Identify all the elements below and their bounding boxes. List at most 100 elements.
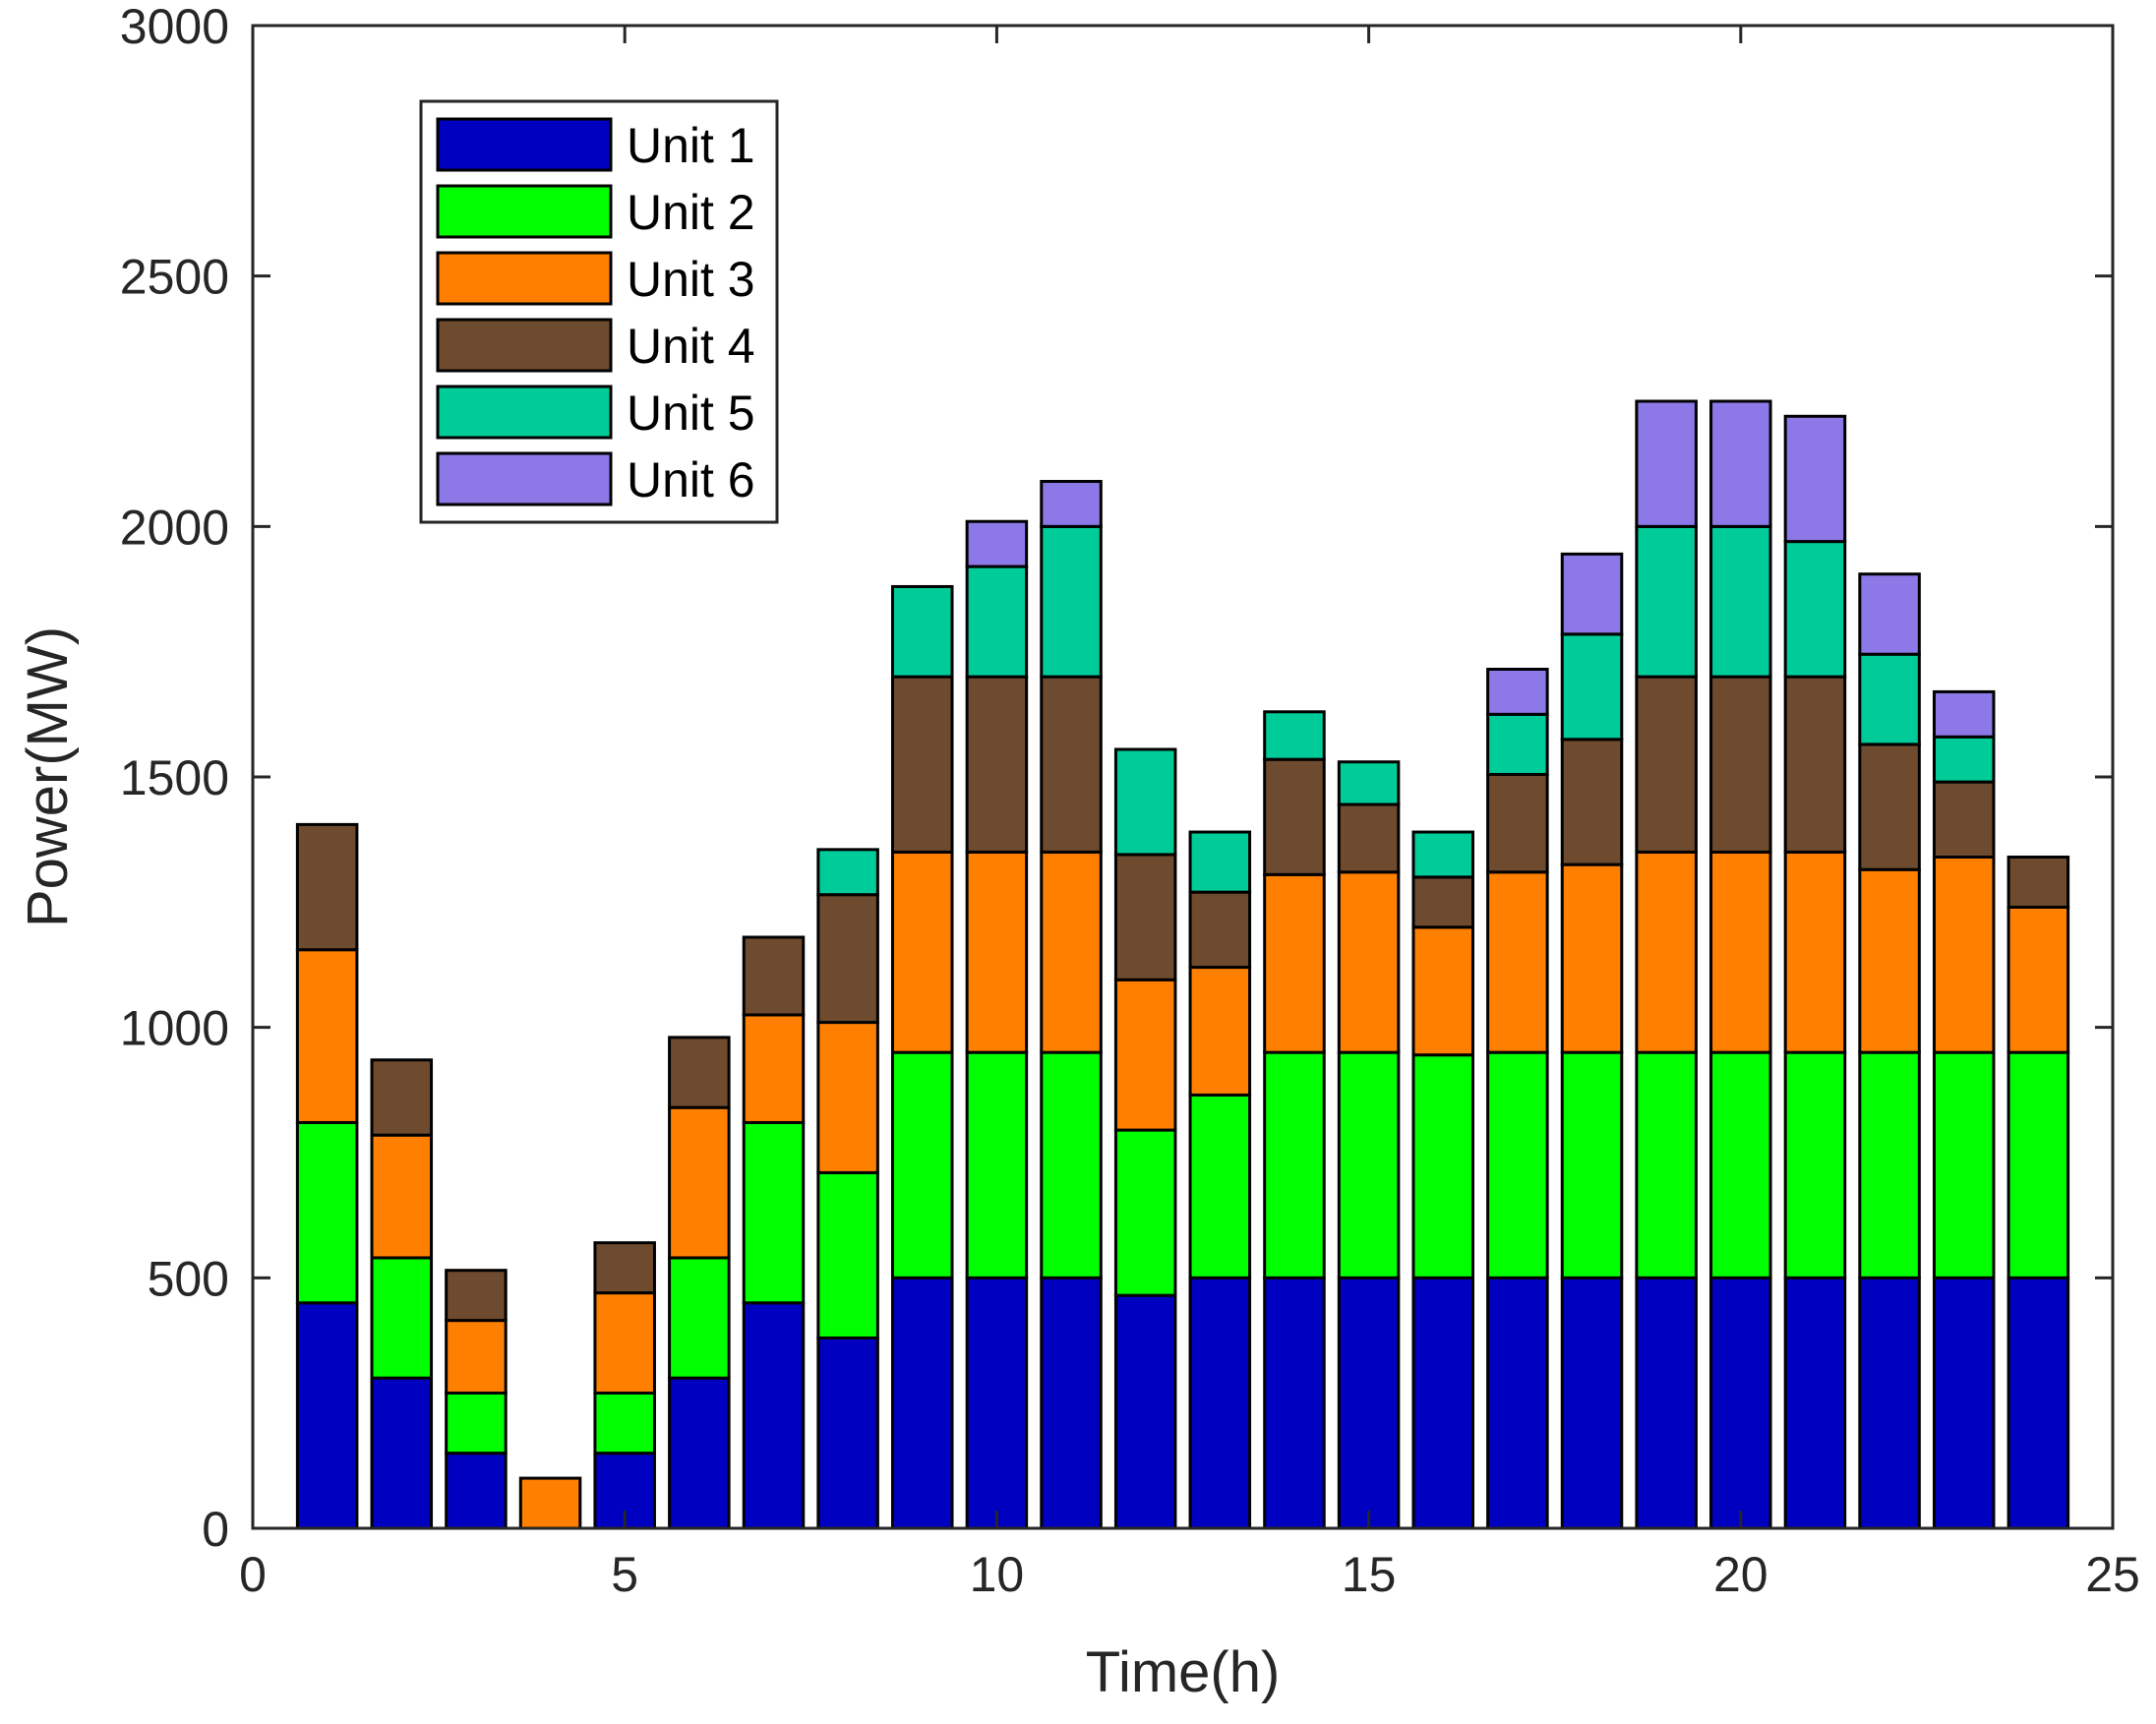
bar-unit-3-t7 bbox=[742, 1013, 806, 1124]
legend-swatch-3 bbox=[436, 251, 613, 306]
bar-unit-3-t24 bbox=[2006, 905, 2070, 1054]
bar-stack-13 bbox=[1188, 830, 1252, 1530]
bar-unit-3-t19 bbox=[1635, 850, 1698, 1054]
bar-unit-5-t19 bbox=[1635, 524, 1698, 679]
bar-unit-3-t3 bbox=[445, 1319, 508, 1395]
y-axis-label: Power(MW) bbox=[16, 626, 80, 927]
bar-unit-3-t5 bbox=[593, 1291, 656, 1395]
bar-unit-2-t1 bbox=[295, 1120, 359, 1305]
bar-unit-2-t16 bbox=[1411, 1053, 1474, 1279]
bar-unit-2-t18 bbox=[1560, 1050, 1624, 1279]
bar-unit-3-t2 bbox=[370, 1133, 434, 1260]
legend-swatch-5 bbox=[436, 385, 613, 440]
bar-unit-6-t11 bbox=[1040, 479, 1103, 528]
bar-unit-4-t19 bbox=[1635, 675, 1698, 854]
legend-swatch-4 bbox=[436, 318, 613, 373]
bar-unit-2-t22 bbox=[1858, 1050, 1921, 1279]
bar-unit-5-t14 bbox=[1263, 710, 1326, 761]
bar-unit-2-t9 bbox=[891, 1050, 954, 1279]
bar-unit-4-t8 bbox=[816, 893, 879, 1025]
bar-unit-2-t11 bbox=[1040, 1050, 1103, 1279]
bar-unit-1-t20 bbox=[1709, 1276, 1772, 1530]
tick-labels: 0 5 10 15 20 25 0 500 1000 1500 2000 2500 3000 bbox=[120, 0, 2140, 1602]
bar-stack-6 bbox=[668, 1036, 731, 1530]
bar-unit-5-t10 bbox=[965, 565, 1029, 679]
bar-unit-3-t4 bbox=[518, 1476, 582, 1530]
bar-unit-5-t15 bbox=[1337, 760, 1401, 806]
bar-unit-2-t23 bbox=[1932, 1050, 1996, 1279]
x-tick-label: 25 bbox=[2085, 1547, 2140, 1602]
x-tick-label: 20 bbox=[1713, 1547, 1768, 1602]
bar-unit-1-t12 bbox=[1113, 1293, 1177, 1530]
bar-stack-21 bbox=[1783, 414, 1847, 1530]
y-tick-label: 2500 bbox=[120, 250, 229, 305]
bar-unit-1-t3 bbox=[445, 1452, 508, 1530]
bar-unit-1-t6 bbox=[668, 1376, 731, 1530]
bar-unit-5-t21 bbox=[1783, 540, 1847, 679]
bar-unit-3-t9 bbox=[891, 850, 954, 1054]
bar-unit-3-t14 bbox=[1263, 872, 1326, 1054]
bar-stack-4 bbox=[518, 1476, 582, 1530]
bar-unit-5-t22 bbox=[1858, 652, 1921, 746]
bar-stack-16 bbox=[1411, 830, 1474, 1530]
bar-unit-1-t19 bbox=[1635, 1276, 1698, 1530]
bar-unit-1-t11 bbox=[1040, 1276, 1103, 1530]
bar-unit-1-t7 bbox=[742, 1301, 806, 1530]
bar-stack-9 bbox=[891, 584, 954, 1530]
x-tick-label: 5 bbox=[611, 1547, 638, 1602]
bar-stacks bbox=[295, 399, 2070, 1530]
bar-unit-6-t22 bbox=[1858, 572, 1921, 656]
bar-unit-2-t24 bbox=[2006, 1050, 2070, 1279]
bar-unit-3-t23 bbox=[1932, 855, 1996, 1054]
bar-unit-6-t18 bbox=[1560, 552, 1624, 636]
bar-unit-4-t3 bbox=[445, 1269, 508, 1323]
bar-unit-1-t2 bbox=[370, 1376, 434, 1530]
bar-unit-3-t13 bbox=[1188, 966, 1252, 1097]
bar-unit-1-t17 bbox=[1486, 1276, 1549, 1530]
bar-unit-6-t10 bbox=[965, 519, 1029, 568]
bar-unit-1-t14 bbox=[1263, 1276, 1326, 1530]
x-tick-label: 10 bbox=[970, 1547, 1025, 1602]
bar-unit-4-t2 bbox=[370, 1058, 434, 1137]
legend-label-1: Unit 1 bbox=[627, 118, 755, 173]
bar-unit-5-t9 bbox=[891, 584, 954, 679]
bar-unit-4-t10 bbox=[965, 675, 1029, 854]
bar-unit-4-t16 bbox=[1411, 875, 1474, 929]
legend-swatch-1 bbox=[436, 117, 613, 172]
bar-unit-4-t24 bbox=[2006, 855, 2070, 909]
bar-stack-24 bbox=[2006, 855, 2070, 1530]
bar-stack-23 bbox=[1932, 689, 1996, 1530]
bar-stack-12 bbox=[1113, 747, 1177, 1530]
bar-unit-1-t18 bbox=[1560, 1276, 1624, 1530]
bar-stack-1 bbox=[295, 822, 359, 1530]
bar-unit-4-t1 bbox=[295, 822, 359, 952]
bar-unit-2-t15 bbox=[1337, 1050, 1401, 1279]
bar-unit-5-t12 bbox=[1113, 747, 1177, 857]
bar-unit-5-t23 bbox=[1932, 735, 1996, 784]
bar-unit-4-t12 bbox=[1113, 853, 1177, 981]
bar-stack-3 bbox=[445, 1269, 508, 1530]
bar-stack-20 bbox=[1709, 399, 1772, 1530]
bar-unit-4-t7 bbox=[742, 935, 806, 1017]
bar-unit-3-t8 bbox=[816, 1021, 879, 1174]
bar-unit-5-t11 bbox=[1040, 524, 1103, 679]
bar-unit-2-t20 bbox=[1709, 1050, 1772, 1279]
legend-label-4: Unit 4 bbox=[627, 319, 755, 374]
bar-unit-4-t14 bbox=[1263, 757, 1326, 876]
legend-swatch-2 bbox=[436, 184, 613, 239]
y-tick-label: 500 bbox=[148, 1251, 229, 1306]
bar-unit-4-t18 bbox=[1560, 738, 1624, 866]
y-tick-label: 3000 bbox=[120, 0, 229, 54]
bar-unit-1-t8 bbox=[816, 1336, 879, 1530]
bar-unit-3-t17 bbox=[1486, 870, 1549, 1054]
bar-unit-1-t22 bbox=[1858, 1276, 1921, 1530]
bar-unit-6-t20 bbox=[1709, 399, 1772, 528]
bar-unit-4-t22 bbox=[1858, 743, 1921, 871]
bar-unit-3-t11 bbox=[1040, 850, 1103, 1054]
y-tick-label: 1500 bbox=[120, 750, 229, 805]
y-tick-label: 0 bbox=[202, 1502, 229, 1557]
bar-unit-2-t7 bbox=[742, 1120, 806, 1305]
bar-unit-1-t16 bbox=[1411, 1276, 1474, 1530]
bar-unit-5-t16 bbox=[1411, 830, 1474, 879]
